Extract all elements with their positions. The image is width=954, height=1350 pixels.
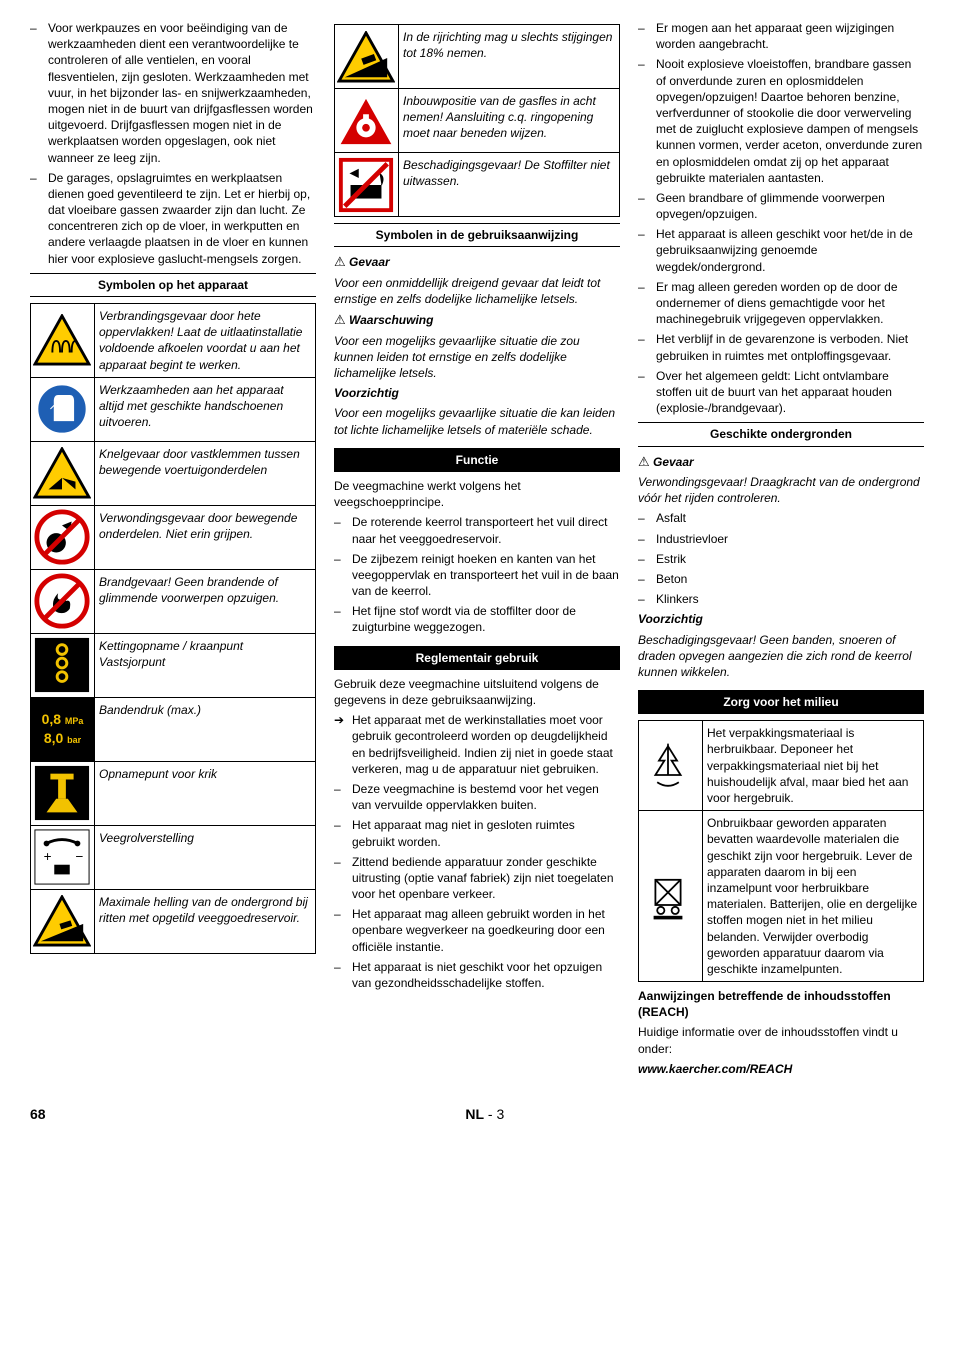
waarschuwing-label: Waarschuwing <box>349 313 433 327</box>
icon-jack-point <box>31 761 95 825</box>
icon-gas-cylinder-position <box>335 89 399 153</box>
icon-tyre-pressure: 0,8 MPa 8,0 bar <box>31 697 95 761</box>
symbol-text: Bandendruk (max.) <box>95 697 316 761</box>
icon-moving-parts <box>31 505 95 569</box>
reglementair-arrow: Het apparaat met de werkinstallaties moe… <box>334 712 620 777</box>
page-footer: 68 NL - 3 <box>30 1105 924 1124</box>
voorzichtig-text: Voor een mogelijks gevaarlijke situatie … <box>334 405 620 437</box>
functie-intro: De veegmachine werkt volgens het veegsch… <box>334 478 620 510</box>
gevaar-text-3: Verwondingsgevaar! Draagkracht van de on… <box>638 474 924 506</box>
symbol-text: Veegrolverstelling <box>95 825 316 889</box>
page-number: 68 <box>30 1105 46 1124</box>
reach-link: www.kaercher.com/REACH <box>638 1061 924 1077</box>
col1-top-bullets: Voor werkpauzes en voor beëindiging van … <box>30 20 316 267</box>
icon-hot-surface <box>31 304 95 378</box>
symbol-text: Maximale helling van de ondergrond bij r… <box>95 889 316 953</box>
col3-top-bullets: Er mogen aan het apparaat geen wijziging… <box>638 20 924 416</box>
recycle-packaging-icon <box>639 721 703 811</box>
functie-head: Functie <box>334 448 620 472</box>
icon-max-incline-18 <box>335 25 399 89</box>
functie-bullets: De roterende keerrol transporteert het v… <box>334 514 620 635</box>
voorzichtig-label: Voorzichtig <box>334 385 620 401</box>
voorzichtig-label-3: Voorzichtig <box>638 611 924 627</box>
symbol-text: Knelgevaar door vastklemmen tussen beweg… <box>95 441 316 505</box>
page-lang: NL - 3 <box>465 1105 504 1124</box>
col2-top-icons: In de rijrichting mag u slechts stijging… <box>334 24 620 217</box>
reglementair-head: Reglementair gebruik <box>334 646 620 670</box>
gevaar-label: Gevaar <box>349 255 390 269</box>
icon-no-fire-suction <box>31 569 95 633</box>
symbol-text: Verbrandingsgevaar door hete oppervlakke… <box>95 304 316 378</box>
geschikte-head: Geschikte ondergronden <box>638 422 924 446</box>
gevaar-label-3: Gevaar <box>653 455 694 469</box>
waarschuwing-text: Voor een mogelijks gevaarlijke situatie … <box>334 333 620 382</box>
symbols-on-device-table: Verbrandingsgevaar door hete oppervlakke… <box>30 303 316 954</box>
zorg-table: Het verpakkingsmateriaal is herbruikbaar… <box>638 720 924 982</box>
zorg-text: Het verpakkingsmateriaal is herbruikbaar… <box>703 721 924 811</box>
reach-head: Aanwijzingen betreffende de inhoudsstoff… <box>638 988 924 1020</box>
symbols-in-manual-head: Symbolen in de gebruiksaanwijzing <box>334 223 620 247</box>
symbol-text: Brandgevaar! Geen brandende of glimmende… <box>95 569 316 633</box>
reglementair-bullets: Deze veegmachine is bestemd voor het veg… <box>334 781 620 991</box>
symbol-text: Inbouwpositie van de gasfles in acht nem… <box>399 89 620 153</box>
voorzichtig-text-3: Beschadigingsgevaar! Geen banden, snoere… <box>638 632 924 681</box>
symbol-text: Kettingopname / kraanpunt Vastsjorpunt <box>95 633 316 697</box>
symbol-text: Beschadigingsgevaar! De Stoffilter niet … <box>399 153 620 217</box>
icon-sweep-roller-adjust: +− <box>31 825 95 889</box>
column-1: Voor werkpauzes en voor beëindiging van … <box>30 20 316 1081</box>
symbol-text: In de rijrichting mag u slechts stijging… <box>399 25 620 89</box>
icon-crush <box>31 441 95 505</box>
svg-text:−: − <box>76 849 84 864</box>
column-2: In de rijrichting mag u slechts stijging… <box>334 20 620 1081</box>
reach-text: Huidige informatie over de inhoudsstoffe… <box>638 1024 924 1056</box>
symbols-on-device-head: Symbolen op het apparaat <box>30 273 316 297</box>
icon-max-slope <box>31 889 95 953</box>
gevaar-text: Voor een onmiddellijk dreigend gevaar da… <box>334 275 620 307</box>
icon-chain-crane <box>31 633 95 697</box>
reglementair-intro: Gebruik deze veegmachine uitsluitend vol… <box>334 676 620 708</box>
bullet-text: Voor werkpauzes en voor beëindiging van … <box>48 20 316 166</box>
icon-gloves <box>31 377 95 441</box>
ondergronden-list: Asfalt Industrievloer Estrik Beton Klink… <box>638 510 924 607</box>
bullet-text: De garages, opslagruimtes en werkplaatse… <box>48 170 316 267</box>
symbol-text: Verwondingsgevaar door bewegende onderde… <box>95 505 316 569</box>
icon-no-wash-filter <box>335 153 399 217</box>
symbol-text: Opnamepunt voor krik <box>95 761 316 825</box>
column-3: Er mogen aan het apparaat geen wijziging… <box>638 20 924 1081</box>
zorg-head: Zorg voor het milieu <box>638 690 924 714</box>
svg-text:+: + <box>44 849 52 864</box>
recycle-device-icon <box>639 811 703 982</box>
symbol-text: Werkzaamheden aan het apparaat altijd me… <box>95 377 316 441</box>
zorg-text: Onbruikbaar geworden apparaten bevatten … <box>703 811 924 982</box>
